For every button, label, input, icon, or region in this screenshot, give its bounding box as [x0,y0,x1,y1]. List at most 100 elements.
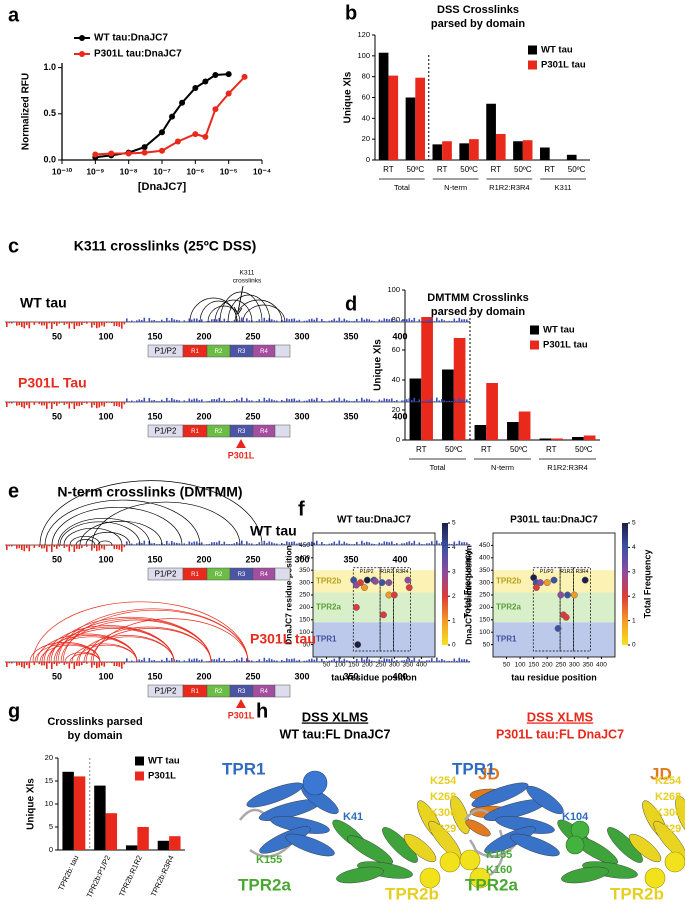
x-tick-label: 350 [402,662,413,669]
group-label: Total [430,463,446,472]
x-tick-label: 250 [555,662,566,669]
profile-blue [391,658,393,662]
profile-blue [258,319,261,322]
data-point [202,133,209,140]
profile-blue [261,401,263,402]
profile-blue [178,543,181,545]
structure-label: K268 [655,791,681,803]
profile-blue [441,659,443,662]
profile-blue [298,319,301,322]
profile-blue [321,659,323,662]
profile-blue [233,660,236,662]
structure-label: K104 [562,811,589,823]
profile-red [43,662,46,666]
y-tick-label: 150 [299,617,310,624]
residue-sphere [439,851,461,873]
crosslink-arc [63,527,123,546]
profile-red [13,402,16,403]
profile-blue [338,540,341,545]
profile-blue [258,659,261,662]
profile-blue [413,657,416,662]
profile-blue [346,320,348,322]
x-tick-label: 50ºC [510,445,528,454]
legend-label: WT tau [543,325,575,336]
y-tick-label: 200 [479,604,490,611]
profile-blue [158,321,161,322]
profile-red [16,322,18,326]
legend-swatch [135,756,144,766]
profile-blue [168,543,171,545]
y-tick-label: 400 [479,555,490,562]
data-point [554,625,562,632]
region-box [393,567,411,652]
profile-blue [151,543,153,545]
profile-blue [201,659,203,662]
profile-blue [333,541,336,545]
profile-blue [453,318,456,322]
profile-blue [171,398,173,402]
profile-red [83,402,86,403]
profile-blue [213,659,216,662]
profile-blue [308,542,311,545]
structure-label: JD [650,764,672,783]
profile-blue [271,399,273,402]
profile-blue [223,398,226,402]
bar [432,144,443,160]
profile-blue [421,321,423,322]
profile-blue [266,660,268,662]
profile-red [33,402,36,405]
profile-blue [436,657,438,662]
residue-sphere [644,867,666,889]
domain-label: TPR1 [496,635,517,644]
crosslink-arc [69,535,101,546]
profile-red [68,402,71,409]
profile-blue [408,541,411,545]
profile-blue [238,320,241,322]
profile-blue [156,401,158,402]
profile-blue [388,659,391,662]
ruler-label: 300 [294,411,309,421]
profile-red [106,662,108,663]
helix [628,833,662,863]
profile-blue [408,658,411,662]
domain-label: R3 [238,572,246,578]
profile-blue [151,320,153,322]
profile-red [43,545,46,549]
profile-blue [138,319,141,322]
profile-red [83,322,86,323]
profile-red [86,402,88,404]
profile-blue [336,320,338,322]
domain-label: P1/P2 [155,347,177,356]
x-tick-label: 50ºC [407,165,425,174]
profile-red [93,545,96,549]
profile-blue [251,660,253,662]
profile-red [98,545,101,551]
profile-blue [271,659,273,662]
profile-blue [133,321,136,322]
panel-title: N-term crosslinks (DMTMM) [57,484,242,500]
profile-red [56,545,58,549]
crosslink-arc [32,601,249,663]
profile-blue [216,319,218,322]
profile-blue [231,321,233,322]
ruler-label: 400 [392,331,407,341]
profile-blue [253,661,256,662]
profile-blue [251,400,253,402]
helix [347,835,393,865]
data-point [108,150,115,157]
profile-blue [211,319,213,322]
profile-blue [246,541,248,545]
profile-blue [398,544,401,545]
profile-blue [136,400,138,402]
profile-blue [443,660,446,662]
profile-blue [193,398,196,402]
profile-blue [308,319,311,322]
profile-red [11,662,13,664]
profile-blue [331,400,333,402]
profile-red [86,662,88,664]
profile-blue [388,399,391,402]
profile-blue [131,543,133,545]
profile-red [81,545,83,549]
profile-blue [288,542,291,545]
y-tick-label: 100 [479,629,490,636]
